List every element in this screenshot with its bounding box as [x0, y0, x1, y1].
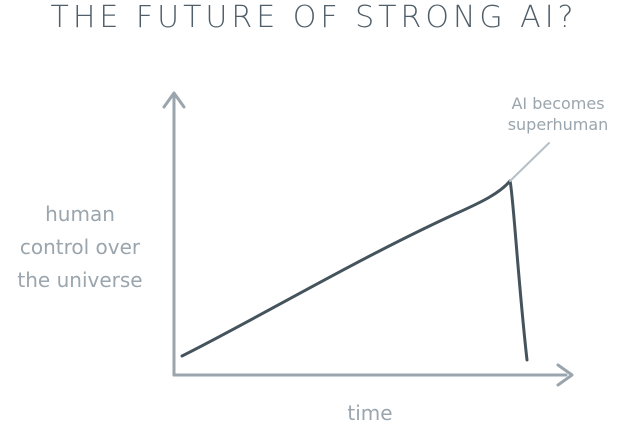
annotation-leader-line [509, 142, 550, 182]
superhuman-annotation: AI becomes superhuman [488, 93, 628, 135]
annotation-line-1: AI becomes [511, 94, 605, 113]
annotation-line-2: superhuman [507, 115, 609, 134]
control-curve [180, 179, 529, 362]
axes [162, 91, 574, 387]
x-axis-arrowhead [556, 363, 574, 387]
chart-title: THE FUTURE OF STRONG AI? [50, 0, 578, 35]
y-axis-label-line-2: control over [19, 235, 141, 259]
y-axis-label: human control over the universe [0, 198, 160, 297]
x-axis-label: time [347, 401, 393, 425]
y-axis-label-line-3: the universe [17, 268, 143, 292]
y-axis-arrowhead [162, 91, 186, 109]
y-axis-label-line-1: human [45, 202, 115, 226]
